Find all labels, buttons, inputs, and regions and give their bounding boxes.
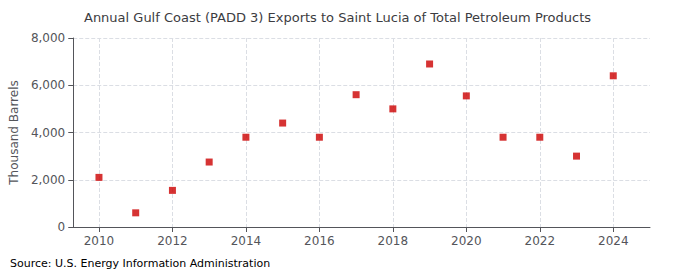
svg-text:2016: 2016: [304, 234, 335, 248]
svg-text:2018: 2018: [378, 234, 409, 248]
svg-text:6,000: 6,000: [31, 78, 65, 92]
svg-text:2022: 2022: [525, 234, 556, 248]
svg-text:2020: 2020: [451, 234, 482, 248]
svg-text:2,000: 2,000: [31, 173, 65, 187]
svg-text:2024: 2024: [598, 234, 629, 248]
svg-text:2014: 2014: [231, 234, 262, 248]
svg-text:2010: 2010: [84, 234, 115, 248]
svg-text:8,000: 8,000: [31, 31, 65, 45]
svg-text:0: 0: [58, 220, 66, 234]
svg-text:Source: U.S. Energy Informatio: Source: U.S. Energy Information Administ…: [10, 257, 270, 270]
svg-text:Annual Gulf Coast (PADD 3) Exp: Annual Gulf Coast (PADD 3) Exports to Sa…: [84, 10, 591, 25]
svg-text:2012: 2012: [157, 234, 188, 248]
svg-text:4,000: 4,000: [31, 126, 65, 140]
svg-text:Thousand Barrels: Thousand Barrels: [7, 80, 21, 185]
